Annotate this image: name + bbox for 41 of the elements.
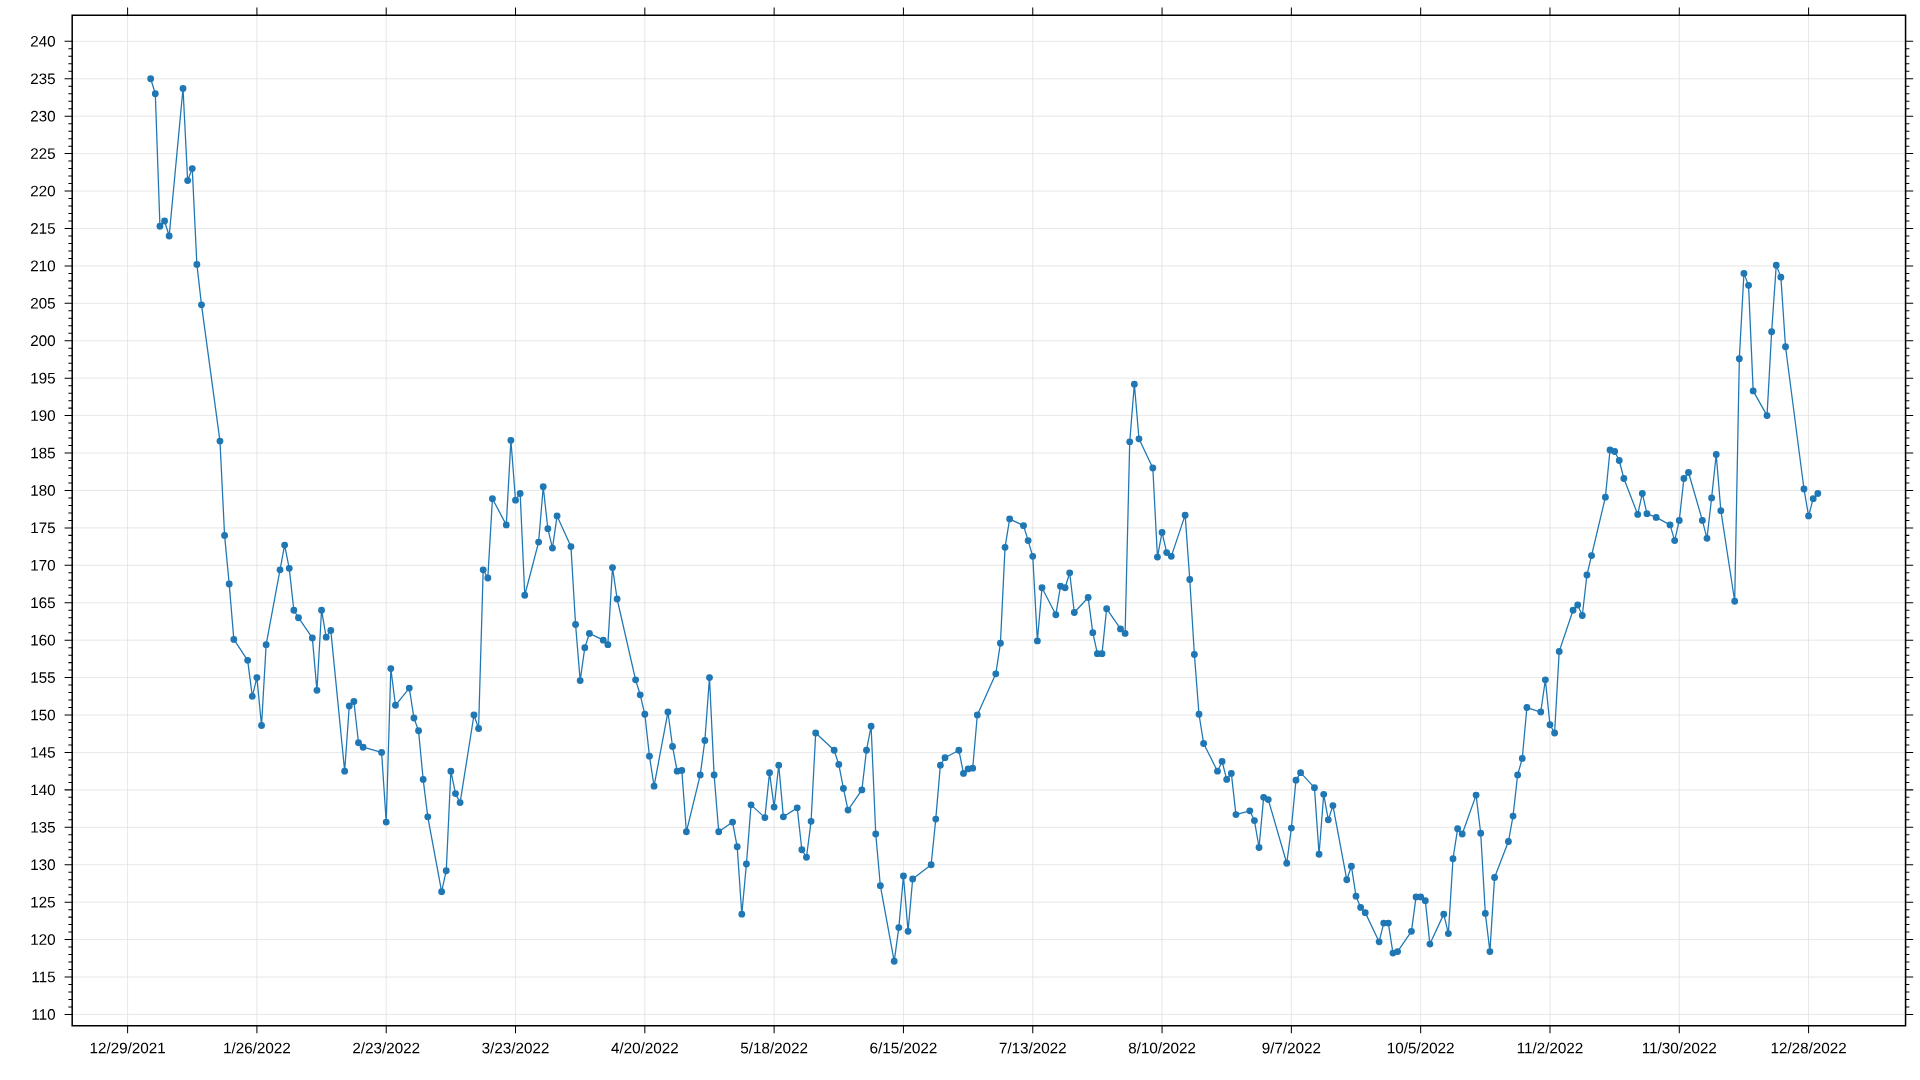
y-tick-label: 140 bbox=[31, 784, 56, 796]
y-tick-label: 110 bbox=[32, 1009, 56, 1020]
y-tick-label: 170 bbox=[31, 560, 56, 571]
y-tick-label: 160 bbox=[31, 634, 56, 646]
y-tick-label: 195 bbox=[31, 372, 55, 384]
x-tick-label: 6/15/2022 bbox=[870, 1042, 937, 1054]
y-tick-label: 230 bbox=[30, 110, 56, 122]
y-tick-label: 215 bbox=[30, 223, 55, 234]
x-tick-label: 5/18/2022 bbox=[740, 1042, 808, 1054]
x-tick-label: 12/29/2021 bbox=[90, 1042, 165, 1054]
x-tick-label: 8/10/2022 bbox=[1128, 1042, 1196, 1054]
y-tick-label: 145 bbox=[31, 747, 55, 758]
y-tick-label: 175 bbox=[31, 522, 55, 534]
y-tick-label: 225 bbox=[30, 148, 55, 160]
y-tick-label: 130 bbox=[31, 859, 56, 871]
x-tick-label: 9/7/2022 bbox=[1262, 1042, 1321, 1054]
y-tick-label: 220 bbox=[30, 185, 56, 197]
x-tick-label: 3/23/2022 bbox=[482, 1042, 549, 1054]
y-tick-label: 120 bbox=[31, 934, 56, 946]
y-tick-label: 125 bbox=[31, 896, 55, 908]
x-tick-label: 10/5/2022 bbox=[1387, 1042, 1454, 1054]
x-tick-label: 11/30/2022 bbox=[1642, 1042, 1717, 1054]
x-tick-label: 2/23/2022 bbox=[353, 1042, 420, 1054]
y-tick-label: 190 bbox=[31, 410, 56, 422]
y-tick-label: 135 bbox=[31, 822, 55, 833]
y-tick-label: 240 bbox=[30, 36, 56, 47]
y-tick-label: 180 bbox=[31, 485, 56, 496]
y-tick-label: 185 bbox=[31, 447, 55, 459]
x-tick-label: 1/26/2022 bbox=[224, 1042, 291, 1054]
x-tick-label: 7/13/2022 bbox=[999, 1042, 1066, 1054]
y-tick-label: 200 bbox=[30, 335, 56, 347]
y-tick-label: 235 bbox=[30, 73, 55, 85]
x-tick-label: 12/28/2022 bbox=[1771, 1042, 1846, 1054]
y-tick-label: 115 bbox=[32, 971, 55, 983]
y-tick-label: 205 bbox=[30, 298, 55, 309]
x-tick-label: 11/2/2022 bbox=[1517, 1042, 1583, 1054]
y-tick-label: 210 bbox=[30, 260, 56, 272]
y-tick-label: 155 bbox=[31, 672, 55, 684]
y-tick-label: 150 bbox=[31, 709, 56, 721]
y-tick-label: 165 bbox=[31, 597, 55, 609]
x-tick-label: 4/20/2022 bbox=[611, 1042, 678, 1054]
